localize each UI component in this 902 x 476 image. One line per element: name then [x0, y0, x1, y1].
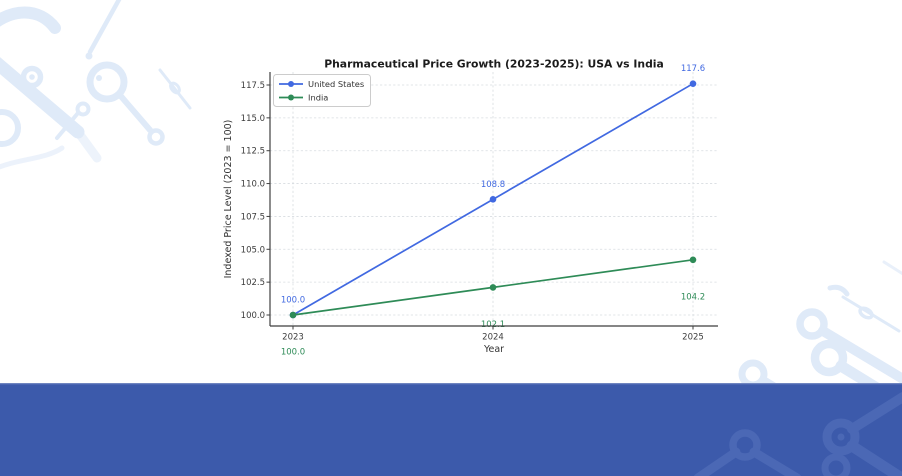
legend-label-india: India: [308, 93, 328, 103]
y-tick-label: 102.5: [241, 278, 265, 288]
india-point: [489, 284, 497, 291]
y-tick-label: 110.0: [241, 180, 265, 190]
chart-spines: [269, 72, 718, 327]
y-tick-label: 105.0: [241, 245, 265, 255]
india-point: [289, 311, 297, 319]
india-point-label: 102.1: [481, 320, 505, 330]
india-point-label: 104.2: [681, 292, 705, 302]
legend-label-united-states: United States: [308, 79, 364, 89]
x-tick-label: 2023: [282, 333, 304, 343]
y-tick-label: 112.5: [241, 147, 265, 157]
footer-band-top-edge: [0, 383, 902, 385]
chart-grid: [270, 72, 718, 326]
circuit-decoration-top-left: [0, 0, 192, 170]
y-axis-label: Indexed Price Level (2023 = 100): [223, 120, 234, 279]
legend-box: [273, 74, 371, 107]
chart-legend: United States India: [273, 74, 371, 107]
circuit-node-dots-footer: [837, 433, 845, 441]
united-states-point-label: 108.8: [481, 180, 505, 190]
chart-annotations: 100.0 108.8 117.6 100.0 102.1 104.2: [281, 64, 705, 357]
united-states-point: [689, 80, 697, 87]
y-tick-label: 107.5: [241, 212, 265, 222]
legend-marker-india: [288, 94, 294, 101]
y-tick-label: 100.0: [241, 311, 265, 321]
chart-ticks: 100.0 102.5 105.0 107.5 110.0 112.5 115.0 117.5…: [241, 81, 704, 343]
x-tick-label: 2024: [482, 333, 504, 343]
y-tick-label: 117.5: [241, 81, 265, 91]
y-tick-label: 115.0: [241, 114, 265, 124]
circuit-node-dots-top-left: [29, 52, 102, 81]
united-states-point-label: 100.0: [281, 295, 305, 305]
pharma-price-chart: 100.0 108.8 117.6 100.0 102.1 104.2 100.0 102.…: [223, 58, 718, 357]
india-point: [689, 256, 697, 264]
x-axis-label: Year: [483, 344, 504, 355]
chart-title: Pharmaceutical Price Growth (2023-2025):…: [324, 58, 664, 71]
chart-series: [289, 80, 697, 319]
united-states-point: [489, 196, 497, 203]
circuit-decoration-footer: [693, 392, 902, 476]
united-states-point-label: 117.6: [681, 64, 705, 74]
india-point-label: 100.0: [281, 347, 305, 357]
footer-band: [0, 383, 902, 476]
legend-marker-united-states: [288, 81, 294, 87]
x-tick-label: 2025: [682, 333, 704, 343]
